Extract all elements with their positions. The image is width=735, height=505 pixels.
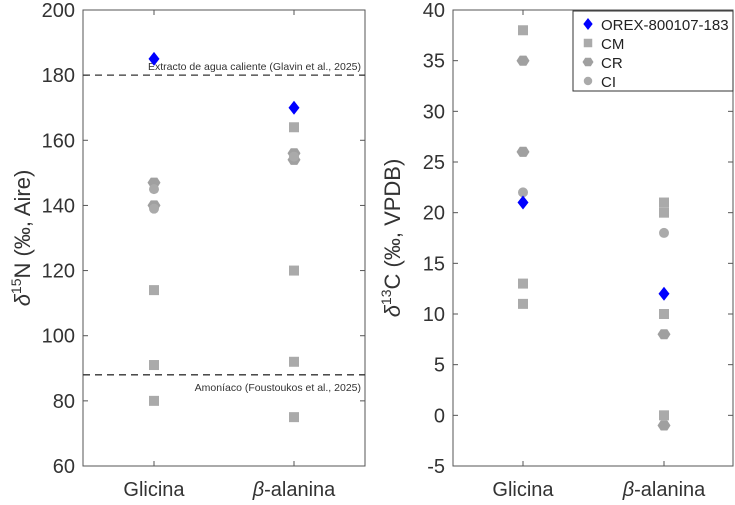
data-point-cm [289, 122, 299, 133]
data-point-cm [518, 278, 528, 289]
data-point-ci [289, 151, 299, 162]
data-point-cr [657, 329, 671, 340]
data-point-cm [289, 412, 299, 423]
y-tick-label: 140 [42, 195, 75, 217]
x-tick-label: β-alanina [622, 479, 706, 500]
data-point-cm [659, 197, 669, 208]
data-point-ci [659, 227, 669, 238]
data-point-ci [149, 184, 159, 195]
legend-marker-square [583, 38, 593, 48]
y-tick-label: 160 [42, 130, 75, 152]
legend-marker-circle [583, 76, 593, 86]
y-tick-label: 5 [434, 355, 445, 377]
legend-label: CR [601, 55, 623, 72]
category-name: -alanina [634, 479, 706, 500]
y-tick-label: 80 [53, 391, 75, 413]
data-point-cm [659, 207, 669, 218]
y-tick-label: 100 [42, 326, 75, 348]
legend-marker-diamond [583, 18, 593, 30]
data-point-cr [657, 420, 671, 431]
y-axis-label: δ15N (‰, Aire) [8, 170, 35, 307]
data-point-ci [518, 187, 528, 198]
plot-panel-1: 60 80 100 120 140 160 180 200 Glicina β-alanina δ1… [8, 0, 366, 501]
legend-label: CM [601, 36, 624, 53]
data-point-cm [659, 410, 669, 421]
reference-line-label: Amoníaco (Foustoukos et al., 2025) [195, 382, 361, 394]
plot-panel-2: -5 0 5 10 15 20 25 30 35 40 Glicina β-alanina δ13C (… [378, 0, 734, 501]
beta-symbol: β [252, 479, 264, 500]
data-point-ci [149, 203, 159, 214]
data-point-cm [518, 25, 528, 36]
y-tick-label: 40 [423, 0, 445, 22]
legend-marker-hexagon [582, 57, 594, 67]
y-tick-label: 30 [423, 101, 445, 123]
data-point-cm [149, 395, 159, 406]
data-point-cr [516, 146, 530, 157]
y-tick-label: 180 [42, 65, 75, 87]
y-tick-label: 120 [42, 261, 75, 283]
data-point-orex-800107-183 [148, 51, 160, 66]
y-tick-label: -5 [427, 456, 445, 478]
data-point-cm [289, 356, 299, 367]
data-point-cm [149, 360, 159, 371]
legend: OREX-800107-183 CM CR CI [572, 10, 734, 92]
data-point-cm [149, 285, 159, 296]
data-point-orex-800107-183 [288, 100, 300, 115]
data-point-cm [289, 265, 299, 276]
data-point-cm [659, 309, 669, 319]
y-tick-label: 15 [423, 253, 445, 275]
data-point-cr [516, 55, 530, 66]
x-tick-label: Glicina [492, 479, 554, 500]
axes-box [82, 9, 366, 467]
y-tick-label: 25 [423, 152, 445, 174]
legend-label: CI [601, 74, 616, 91]
beta-symbol: β [622, 479, 634, 500]
x-tick-label: Glicina [123, 479, 185, 500]
legend-box [572, 10, 734, 92]
y-tick-label: 0 [434, 405, 445, 427]
data-point-cr [147, 177, 161, 188]
y-tick-label: 200 [42, 0, 75, 22]
category-name: -alanina [264, 479, 336, 500]
axes-box [452, 9, 734, 467]
y-tick-label: 35 [423, 51, 445, 73]
y-tick-label: 20 [423, 203, 445, 225]
data-point-orex-800107-183 [658, 286, 670, 301]
data-point-orex-800107-183 [517, 195, 529, 210]
y-tick-label: 10 [423, 304, 445, 326]
data-point-cm [518, 298, 528, 309]
y-tick-label: 60 [53, 456, 75, 478]
y-axis-label: δ13C (‰, VPDB) [378, 159, 405, 318]
reference-line-label: Extracto de agua caliente (Glavin et al.… [148, 61, 361, 73]
legend-label: OREX-800107-183 [601, 17, 729, 34]
x-tick-label: β-alanina [252, 479, 336, 500]
